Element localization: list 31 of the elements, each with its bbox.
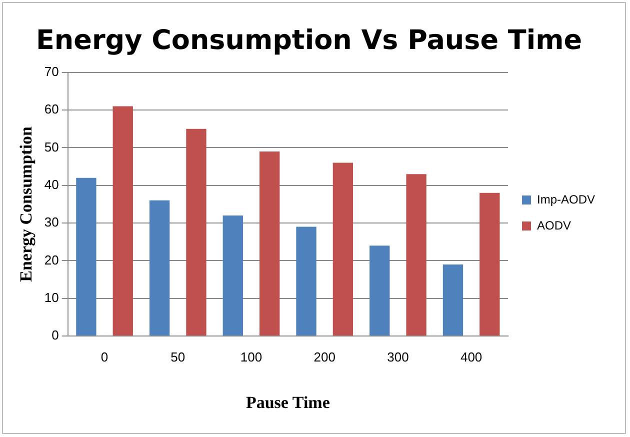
x-tick-label: 50	[170, 349, 186, 364]
bar	[296, 226, 316, 336]
bar	[442, 264, 464, 336]
chart-title: Energy Consumption Vs Pause Time	[36, 25, 582, 56]
y-tick-label: 10	[44, 290, 59, 305]
bar	[406, 174, 426, 336]
y-axis-title: Energy Consumption	[16, 126, 36, 282]
legend-label: Imp-AODV	[536, 192, 596, 206]
x-tick-label: 200	[314, 349, 336, 364]
bar	[186, 128, 206, 336]
bar	[76, 178, 96, 336]
y-tick-label: 0	[52, 328, 59, 343]
y-tick-label: 40	[44, 176, 59, 192]
y-tick-label: 20	[44, 252, 59, 268]
bar	[222, 215, 243, 336]
bar	[260, 151, 280, 336]
y-tick-label: 70	[44, 64, 59, 79]
bar	[370, 246, 390, 336]
bar	[480, 192, 500, 336]
y-tick-label: 30	[44, 214, 59, 230]
bar	[112, 106, 133, 336]
bar	[332, 162, 354, 336]
y-tick-label: 50	[44, 139, 59, 154]
x-tick-label: 300	[387, 349, 409, 364]
x-axis-title: Pause Time	[246, 393, 330, 412]
legend-label: AODV	[536, 218, 572, 232]
x-tick-label: 0	[100, 349, 108, 364]
x-tick-label: 400	[460, 349, 482, 364]
bar	[149, 200, 170, 336]
y-tick-label: 60	[44, 102, 59, 117]
x-tick-label: 100	[240, 349, 262, 364]
